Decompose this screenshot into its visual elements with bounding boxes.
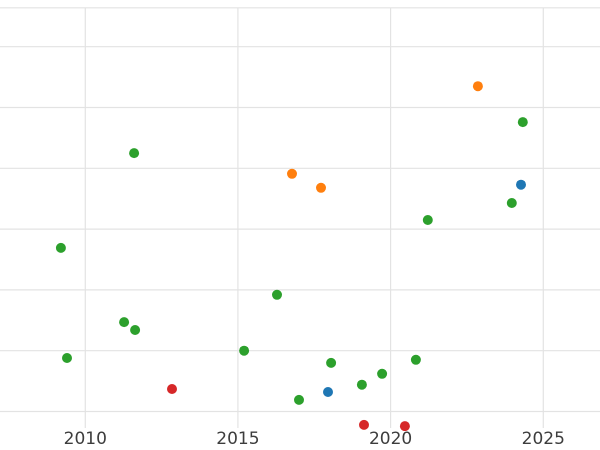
scatter-point-green xyxy=(62,353,72,363)
scatter-point-green xyxy=(410,354,421,365)
scatter-point-green xyxy=(119,317,130,328)
scatter-point-blue xyxy=(323,387,333,397)
scatter-point-green xyxy=(272,289,282,300)
scatter-point-green xyxy=(422,215,433,225)
x-tick-label: 2010 xyxy=(64,429,107,449)
scatter-point-green xyxy=(377,368,388,379)
scatter-point-green xyxy=(326,357,337,368)
scatter-point-red xyxy=(399,421,410,431)
x-tick-label: 2025 xyxy=(522,429,565,449)
scatter-point-green xyxy=(129,148,140,159)
scatter-point-orange xyxy=(472,81,483,92)
scatter-point-red xyxy=(359,419,369,430)
scatter-point-green xyxy=(506,198,517,208)
x-tick-label: 2015 xyxy=(216,429,259,449)
scatter-point-green xyxy=(356,379,367,390)
scatter-point-red xyxy=(167,384,177,394)
scatter-point-orange xyxy=(287,168,297,179)
points-layer xyxy=(55,81,528,431)
scatter-point-green xyxy=(130,325,141,335)
scatter-point-green xyxy=(55,242,66,253)
scatter-point-green xyxy=(294,394,304,405)
scatter-point-green xyxy=(517,117,528,128)
x-tick-label: 2020 xyxy=(369,429,412,449)
scatter-point-green xyxy=(239,345,250,356)
scatter-point-orange xyxy=(316,182,326,193)
scatter-point-blue xyxy=(516,179,526,190)
